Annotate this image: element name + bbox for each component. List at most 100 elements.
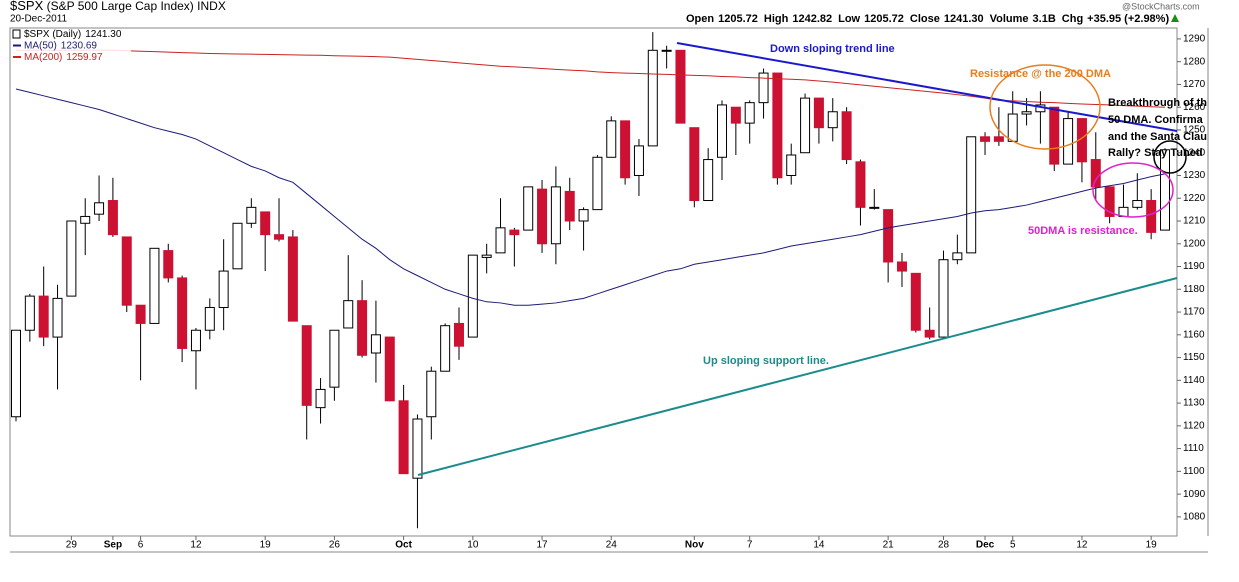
x-tick-label: 28	[938, 540, 950, 551]
candle-body	[1146, 200, 1157, 233]
candle-body	[730, 106, 741, 124]
credit: @StockCharts.com	[1122, 1, 1200, 11]
exchange: INDX	[197, 0, 226, 13]
y-tick-label: 1230	[1183, 170, 1206, 181]
candle-body	[495, 227, 506, 254]
quote-label: Chg	[1062, 13, 1083, 25]
candle-body	[190, 329, 201, 352]
annotation: Resistance @ the 200 DMA	[970, 68, 1111, 80]
moving-average	[16, 49, 1166, 108]
candle-body	[661, 49, 672, 52]
legend-name: MA(200)	[24, 52, 62, 63]
candle-body	[509, 229, 520, 236]
x-tick-label: 19	[1146, 540, 1158, 551]
y-tick-label: 1110	[1183, 443, 1204, 454]
quote-label: High	[764, 13, 789, 25]
x-tick-label: 17	[536, 540, 548, 551]
resistance-ellipse	[989, 64, 1101, 150]
candle-body	[910, 272, 921, 331]
candle-body	[980, 136, 991, 142]
legend-entry: $SPX (Daily) 1241.30	[24, 29, 122, 40]
candle-body	[384, 336, 395, 402]
candle-body	[952, 252, 963, 261]
candle-body	[329, 329, 340, 388]
candle-body	[481, 254, 492, 258]
candle-body	[633, 145, 644, 176]
y-tick-label: 1130	[1183, 398, 1205, 409]
candle-body	[620, 120, 631, 179]
candle-body	[813, 97, 824, 129]
legend-value: 1230.69	[61, 40, 98, 51]
y-tick-label: 1270	[1183, 79, 1206, 90]
candle-body	[398, 400, 409, 475]
candle-body	[592, 156, 603, 211]
quote-label: Low	[838, 13, 860, 25]
candle-body	[841, 111, 852, 161]
y-tick-label: 1140	[1183, 375, 1205, 386]
up-support-line	[417, 277, 1178, 476]
moving-average	[15, 88, 1166, 306]
legend-name: MA(50)	[24, 40, 57, 51]
candle-body	[1132, 200, 1143, 208]
candle-body	[260, 211, 271, 236]
candle-body	[744, 102, 755, 124]
candle-body	[274, 234, 285, 240]
legend-value: 1259.97	[66, 52, 103, 63]
quote-label: Open	[686, 13, 714, 25]
candle-body	[564, 190, 575, 222]
x-tick-label: Dec	[976, 540, 995, 551]
candle-body	[163, 250, 174, 279]
up-arrow	[1171, 14, 1179, 22]
x-tick-label: 29	[66, 540, 78, 551]
annotation: Up sloping support line.	[703, 355, 829, 367]
quote-value: 3.1B	[1033, 13, 1056, 25]
annotation: Breakthrough of th	[1108, 97, 1207, 109]
candle-body	[52, 297, 63, 338]
legend-value: 1241.30	[85, 29, 122, 40]
candle-body	[800, 97, 811, 154]
y-tick-label: 1160	[1183, 329, 1205, 340]
x-tick-label: 5	[1010, 540, 1016, 551]
candle-body	[135, 304, 146, 324]
legend-swatch	[12, 29, 21, 39]
candle-body	[537, 188, 548, 245]
y-tick-label: 1190	[1183, 261, 1205, 272]
candle-body	[232, 222, 243, 270]
candle-body	[357, 300, 368, 356]
candle-body	[440, 325, 451, 372]
x-tick-label: 10	[467, 540, 479, 551]
candle-body	[689, 127, 700, 202]
y-tick-label: 1100	[1183, 466, 1205, 477]
down-trend-line	[676, 42, 1178, 132]
quote-value: 1242.82	[792, 13, 832, 25]
candle-body	[1049, 106, 1060, 165]
candle-body	[883, 209, 894, 263]
candle-body	[80, 215, 91, 224]
y-tick-label: 1290	[1183, 34, 1206, 45]
y-tick-label: 1170	[1183, 307, 1205, 318]
candle-body	[896, 261, 907, 272]
candle-body	[966, 136, 977, 254]
breakthrough-circle	[1153, 140, 1187, 174]
x-tick-label: Sep	[104, 540, 122, 551]
candle-body	[38, 295, 49, 338]
candle-body	[703, 159, 714, 202]
legend-bg	[11, 29, 131, 62]
candle-body	[426, 370, 437, 418]
candle-body	[370, 334, 381, 354]
x-tick-label: 12	[190, 540, 202, 551]
legend-entry: MA(200) 1259.97	[24, 52, 103, 63]
x-tick-label: 14	[813, 540, 825, 551]
candle-body	[993, 136, 1004, 142]
y-tick-label: 1180	[1183, 284, 1205, 295]
quote-value: 1241.30	[944, 13, 984, 25]
x-tick-label: 19	[260, 540, 272, 551]
candle-body	[855, 161, 866, 208]
legend-entry: MA(50) 1230.69	[24, 40, 97, 51]
candle-body	[1160, 149, 1170, 231]
candle-body	[287, 236, 298, 322]
candle-body	[1104, 186, 1115, 217]
candle-body	[412, 418, 423, 479]
candle-body	[550, 186, 561, 245]
